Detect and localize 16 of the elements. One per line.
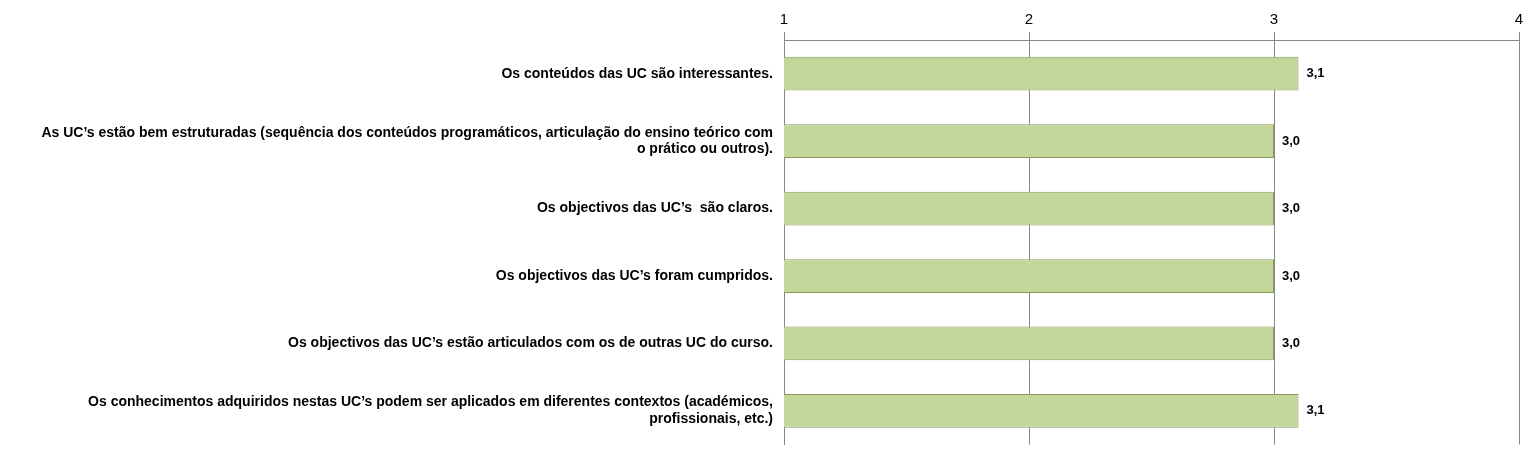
x-tick-label: 1 <box>779 10 789 28</box>
x-tick-label: 2 <box>1024 10 1034 28</box>
x-tick-label: 3 <box>1269 10 1279 28</box>
data-label: 3,0 <box>1282 335 1301 351</box>
data-label: 3,1 <box>1306 402 1325 418</box>
y-tick-label: Os objectivos das UC’s foram cumpridos. <box>495 266 773 283</box>
y-tick-label: Os objectivos das UC’s estão articulados com os de outras UC do curso. <box>288 334 773 351</box>
x-tick-label: 4 <box>1514 10 1524 28</box>
y-tick-label: Os conteúdos das UC são interessantes. <box>501 64 773 81</box>
data-label: 3,0 <box>1282 132 1301 148</box>
y-tick-label: As UC’s estão bem estruturadas (sequência dos conteúdos programáticos, articulação do ensino teórico com o prático ou outros). <box>41 123 773 157</box>
data-label: 3,0 <box>1282 200 1301 216</box>
y-tick-label: Os conhecimentos adquiridos nestas UC’s podem ser aplicados em diferentes contextos (académicos, profissionais, etc.) <box>88 393 773 427</box>
data-label: 3,1 <box>1306 65 1325 81</box>
y-tick-label: Os objectivos das UC’s são claros. <box>536 199 773 216</box>
data-label: 3,0 <box>1282 267 1301 283</box>
